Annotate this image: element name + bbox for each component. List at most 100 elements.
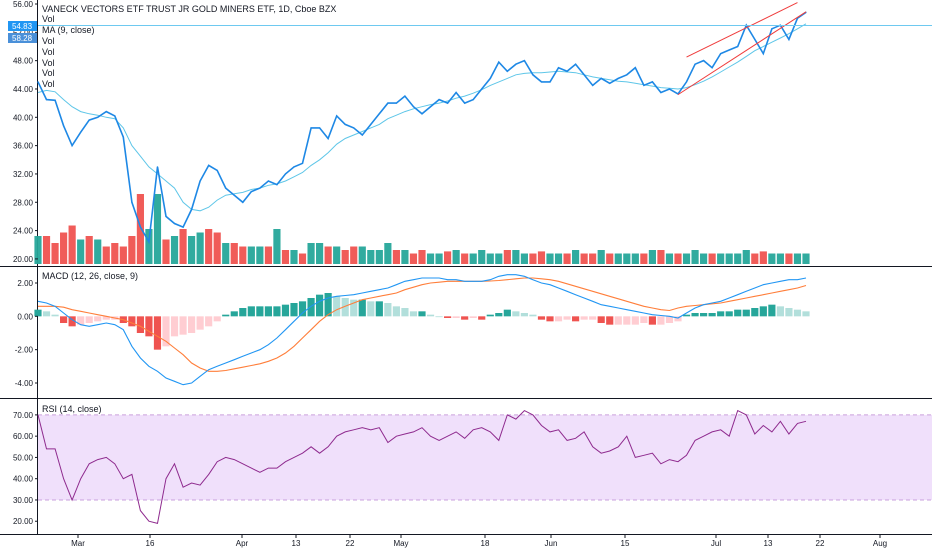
volume-bar — [153, 194, 162, 264]
macd-histogram-bar — [734, 309, 742, 317]
volume-bar — [60, 232, 68, 264]
volume-bar — [469, 253, 477, 264]
legend-line-4: Vol — [42, 47, 55, 57]
macd-series — [34, 274, 810, 386]
price-point — [506, 70, 508, 72]
macd-histogram-bar — [179, 316, 187, 335]
macd-histogram-bar — [776, 306, 784, 317]
price-point — [361, 134, 363, 136]
price-point — [566, 70, 568, 72]
volume-bar — [700, 253, 708, 264]
price-point — [711, 67, 713, 69]
macd-histogram-bar — [128, 316, 136, 327]
volume-bar — [350, 246, 358, 264]
legend-line-5: Vol — [42, 58, 55, 68]
volume-bar — [384, 243, 392, 264]
macd-line — [37, 274, 807, 386]
price-point — [532, 74, 534, 76]
price-point — [242, 201, 244, 203]
rsi-series — [37, 409, 807, 525]
price-point — [404, 95, 406, 97]
price-point — [105, 111, 107, 113]
macd-histogram-bar — [77, 316, 85, 325]
ma-price-value: 58.28 — [12, 34, 33, 43]
price-point — [71, 145, 73, 147]
price-point — [557, 67, 560, 69]
volume-bar — [42, 236, 51, 264]
price-point — [233, 194, 235, 196]
price-point — [549, 81, 551, 83]
price-point — [515, 63, 517, 65]
macd-histogram-bar — [290, 303, 298, 317]
price-point — [344, 123, 346, 125]
volume-bar — [776, 253, 784, 264]
macd-histogram-bar — [94, 316, 102, 322]
volume-bar — [768, 253, 776, 264]
volume-bar — [580, 253, 588, 264]
volume-bar — [426, 253, 435, 264]
price-y-tick-label: 24.00 — [13, 227, 34, 236]
volume-bar — [298, 253, 307, 264]
price-y-tick-label: 32.00 — [13, 170, 34, 179]
price-point — [694, 63, 696, 65]
price-point — [754, 38, 756, 41]
price-point — [378, 113, 380, 115]
price-point — [720, 52, 722, 55]
rsi-y-tick-label: 30.00 — [13, 496, 34, 505]
last-price-badge[interactable] — [8, 21, 37, 31]
volume-bar — [520, 253, 528, 264]
price-point — [464, 102, 466, 104]
price-point — [267, 180, 269, 182]
volume-bar — [273, 229, 281, 264]
macd-histogram-bar — [537, 316, 546, 320]
volume-bar — [614, 253, 622, 264]
rsi-y-tick-label: 70.00 — [13, 411, 34, 420]
macd-histogram-bar — [520, 313, 528, 317]
volume-bar — [657, 250, 665, 264]
volume-bar — [503, 250, 511, 264]
price-point — [617, 77, 619, 79]
macd-histogram-bar — [367, 301, 375, 317]
macd-y-tick-label: 2.00 — [17, 279, 33, 288]
macd-histogram-bar — [42, 311, 51, 317]
trend-line-upper — [686, 2, 798, 58]
volume-bar — [367, 250, 375, 264]
macd-histogram-bar — [333, 296, 341, 317]
price-point — [319, 127, 321, 129]
price-point — [259, 187, 261, 189]
volume-bar — [537, 251, 546, 264]
price-point — [88, 119, 90, 121]
macd-histogram-bar — [691, 313, 699, 317]
ma-price-badge[interactable] — [8, 33, 37, 43]
macd-histogram-bar — [631, 316, 639, 325]
price-point — [122, 136, 124, 138]
macd-histogram-bar — [418, 311, 426, 317]
price-point — [156, 166, 159, 168]
volume-bar — [793, 253, 802, 264]
volume-bar — [640, 253, 648, 264]
price-point — [97, 116, 99, 118]
macd-histogram-bar — [648, 316, 656, 325]
price-point — [387, 102, 389, 104]
price-point — [327, 137, 329, 140]
macd-histogram-bar — [358, 299, 366, 317]
macd-histogram-bar — [657, 316, 665, 325]
volume-bar — [529, 253, 537, 264]
legend: VANECK VECTORS ETF TRUST JR GOLD MINERS … — [42, 4, 336, 414]
volume-bar — [170, 236, 179, 264]
price-point — [421, 113, 423, 115]
volume-bar — [85, 236, 93, 264]
volume-bar — [333, 246, 341, 264]
price-point — [412, 106, 415, 108]
macd-histogram-bar — [350, 299, 358, 317]
price-point — [310, 127, 312, 129]
price-point — [429, 106, 432, 108]
price-y-tick-label: 52.00 — [13, 28, 34, 37]
x-tick-label: 16 — [146, 539, 155, 548]
legend-line-6: Vol — [42, 68, 55, 78]
macd-histogram-bar — [153, 316, 162, 350]
volume-bar — [734, 253, 742, 264]
price-badges[interactable]: 54.83 58.28 — [8, 21, 37, 43]
ma-line — [37, 23, 807, 212]
